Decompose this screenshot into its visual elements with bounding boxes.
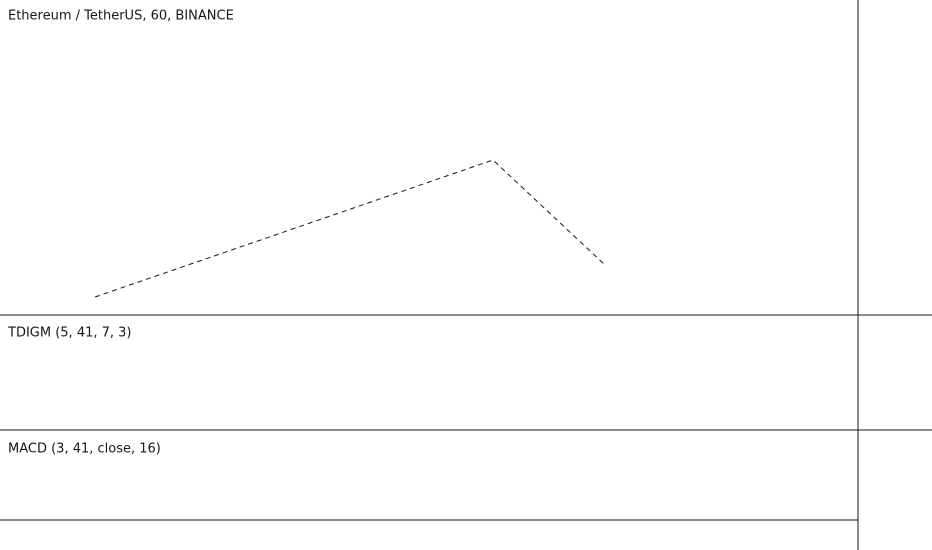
pattern-line xyxy=(94,159,606,298)
indicator-title: TDIGM (5, 41, 7, 3) xyxy=(7,326,132,341)
indicator-title: MACD (3, 41, close, 16) xyxy=(8,442,161,457)
chart-title: Ethereum / TetherUS, 60, BINANCE xyxy=(8,9,234,24)
